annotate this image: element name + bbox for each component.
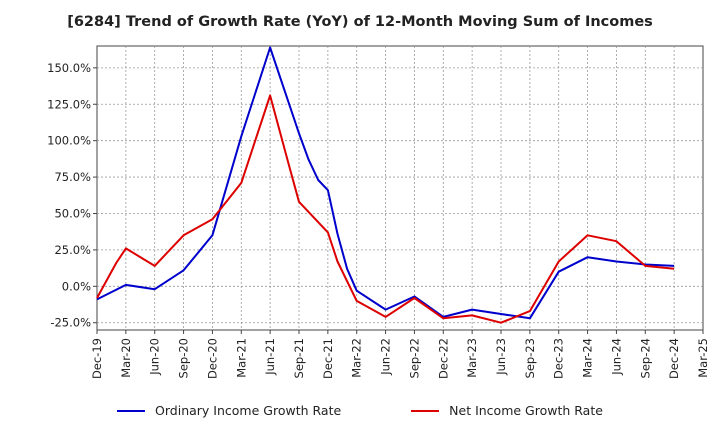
x-tick-label: Jun-20 — [148, 338, 162, 376]
legend: Ordinary Income Growth Rate Net Income G… — [0, 403, 720, 418]
x-axis: Dec-19 Mar-20 Jun-20 Sep-20 Dec-20 Mar-21 Jun-… — [90, 330, 710, 379]
series-line-ordinary-income — [96, 46, 675, 320]
x-tick-label: Dec-23 — [552, 338, 566, 379]
y-tick-label: 50.0% — [54, 206, 91, 220]
legend-item-net-income: Net Income Growth Rate — [411, 403, 603, 418]
y-tick-label: 100.0% — [47, 134, 91, 148]
series-line-net-income — [96, 94, 675, 324]
x-tick-label: Mar-20 — [119, 338, 133, 378]
x-tick-label: Jun-23 — [494, 338, 508, 376]
y-tick-label: -25.0% — [50, 316, 91, 330]
y-tick-label: 75.0% — [54, 170, 91, 184]
x-tick-label: Sep-23 — [523, 338, 537, 378]
y-tick-label: 0.0% — [62, 279, 91, 293]
legend-label-ordinary-income: Ordinary Income Growth Rate — [155, 403, 342, 418]
x-tick-label: Mar-25 — [696, 338, 710, 378]
x-tick-label: Sep-21 — [292, 338, 306, 378]
x-tick-label: Dec-22 — [436, 338, 450, 379]
x-tick-label: Mar-23 — [465, 338, 479, 378]
vertical-gridlines — [125, 46, 675, 330]
y-tick-label: 150.0% — [47, 61, 91, 75]
x-tick-label: Sep-20 — [177, 338, 191, 378]
y-axis: -25.0% 0.0% 25.0% 50.0% 75.0% 100.0% 125.0% 150… — [47, 61, 97, 330]
y-tick-label: 25.0% — [54, 243, 91, 257]
series-lines — [96, 46, 675, 324]
legend-item-ordinary-income: Ordinary Income Growth Rate — [117, 403, 341, 418]
legend-swatch-ordinary-income — [117, 409, 146, 412]
plot-area — [96, 45, 704, 331]
chart-title: [6284] Trend of Growth Rate (YoY) of 12-… — [67, 14, 653, 30]
x-tick-label: Mar-24 — [581, 338, 595, 378]
legend-swatch-net-income — [411, 409, 440, 412]
x-tick-label: Jun-24 — [609, 338, 623, 376]
x-tick-label: Jun-21 — [263, 338, 277, 376]
x-tick-label: Sep-24 — [638, 338, 652, 378]
x-tick-label: Jun-22 — [379, 338, 393, 376]
x-tick-label: Dec-20 — [205, 338, 219, 379]
x-tick-label: Dec-21 — [321, 338, 335, 379]
horizontal-gridlines — [97, 67, 703, 324]
x-tick-label: Mar-22 — [350, 338, 364, 378]
legend-label-net-income: Net Income Growth Rate — [449, 403, 603, 418]
x-tick-label: Dec-24 — [667, 338, 681, 379]
y-tick-label: 125.0% — [47, 97, 91, 111]
x-tick-label: Mar-21 — [234, 338, 248, 378]
x-tick-label: Sep-22 — [407, 338, 421, 378]
x-tick-label: Dec-19 — [90, 338, 104, 379]
